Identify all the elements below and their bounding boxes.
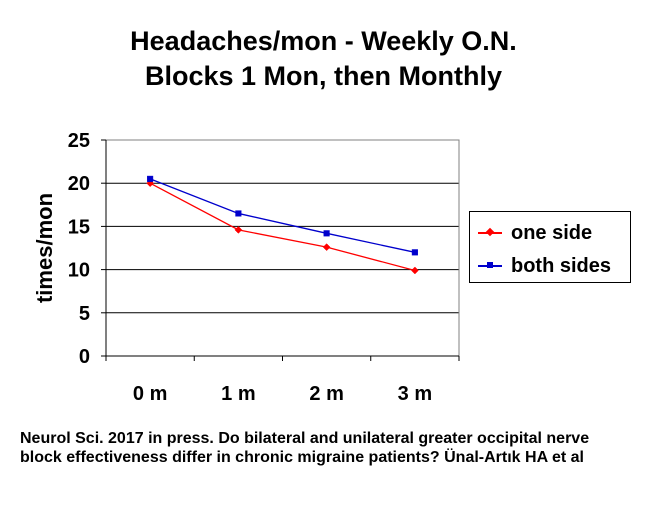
- series-2-point-1: [235, 210, 242, 217]
- legend-marker-series-1: [485, 227, 495, 237]
- citation-text: Neurol Sci. 2017 in press. Do bilateral …: [20, 430, 594, 466]
- y-tick-label-5: 25: [68, 130, 90, 152]
- y-tick-label-0: 0: [79, 346, 90, 368]
- series-2-point-3: [411, 249, 418, 256]
- title-line-1: Headaches/mon - Weekly O.N.: [130, 26, 517, 56]
- y-tick-label-1: 5: [79, 303, 90, 325]
- legend-label-series-2: both sides: [511, 255, 612, 277]
- y-tick-label-2: 10: [68, 260, 90, 282]
- x-tick-label-1: 1 m: [221, 383, 255, 405]
- legend-item-series-2: both sides: [470, 253, 630, 279]
- chart-title: Headaches/mon - Weekly O.N. Blocks 1 Mon…: [0, 24, 647, 94]
- series-line-1: [149, 182, 416, 272]
- series-line-2: [149, 178, 416, 253]
- legend-label-series-1: one side: [511, 222, 593, 244]
- legend-marker-series-2: [487, 262, 493, 268]
- series-2-point-0: [147, 175, 154, 182]
- chart-legend: one side both sides: [469, 211, 631, 283]
- legend-item-series-1: one side: [470, 220, 630, 246]
- y-tick-label-4: 20: [68, 173, 90, 195]
- series-1-point-2: [322, 243, 331, 251]
- plot-area: [106, 140, 459, 356]
- series-1-point-3: [411, 266, 419, 275]
- series-1-point-1: [234, 226, 243, 234]
- y-tick-label-3: 15: [68, 216, 90, 238]
- x-tick-label-0: 0 m: [133, 383, 167, 405]
- x-tick-label-2: 2 m: [309, 383, 343, 405]
- title-line-2: Blocks 1 Mon, then Monthly: [144, 61, 502, 91]
- x-tick-label-3: 3 m: [398, 383, 432, 405]
- series-2-point-2: [323, 230, 330, 237]
- y-axis-title: times/mon: [32, 193, 57, 303]
